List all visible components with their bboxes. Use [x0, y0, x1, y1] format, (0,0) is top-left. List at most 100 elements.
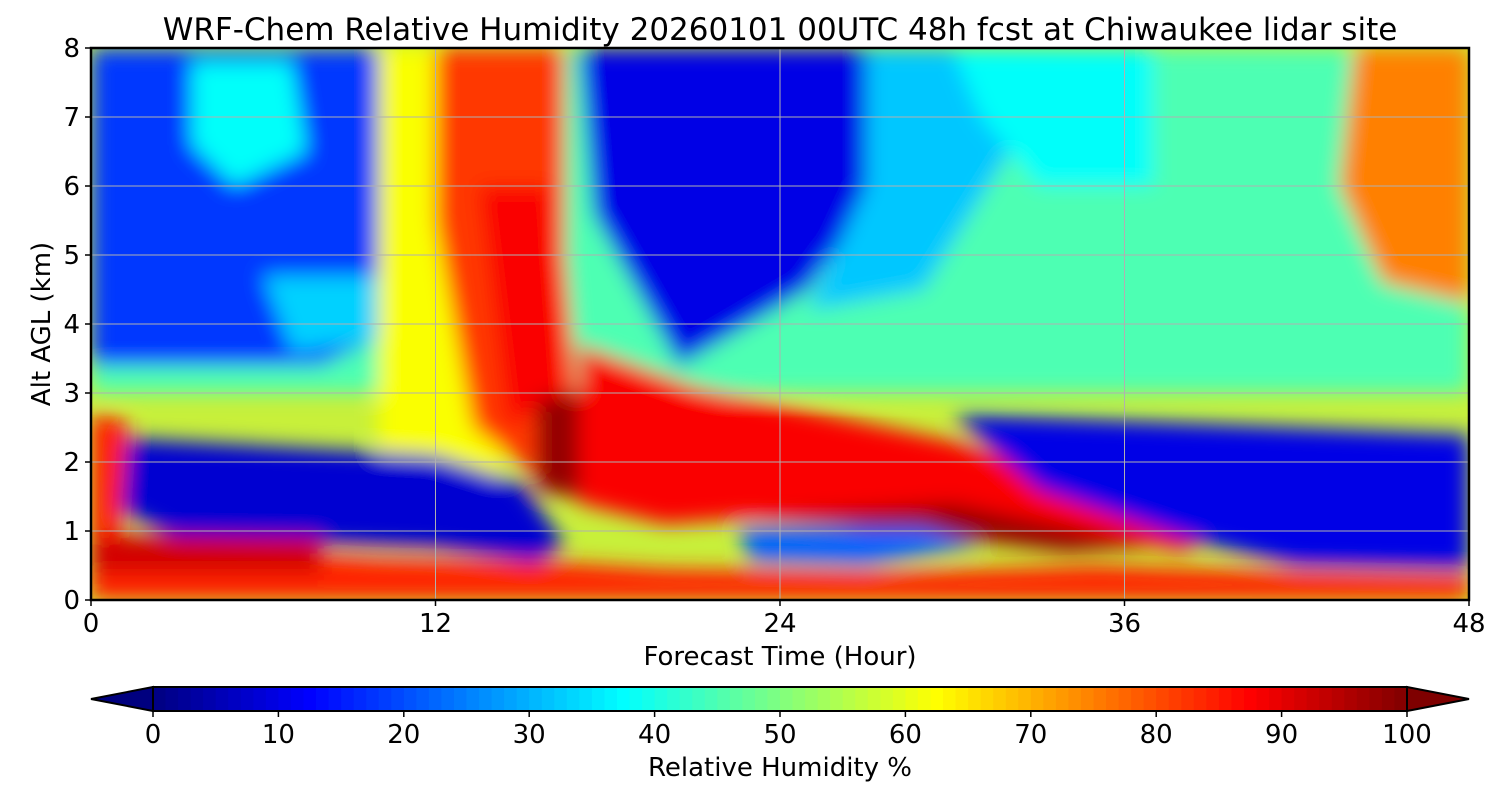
colorbar-segment	[353, 687, 367, 711]
colorbar-segment	[1369, 687, 1383, 711]
colorbar-segment	[917, 687, 932, 711]
colorbar-segment	[1018, 687, 1032, 711]
x-tick-label: 48	[1452, 609, 1485, 639]
colorbar-segment	[153, 687, 167, 711]
colorbar-gradient	[153, 687, 1408, 711]
x-tick-label: 36	[1108, 609, 1141, 639]
colorbar-segment	[591, 687, 606, 711]
colorbar-segment	[905, 687, 919, 711]
colorbar-segment	[328, 687, 342, 711]
colorbar-segment	[692, 687, 706, 711]
colorbar-segment	[667, 687, 681, 711]
colorbar-segment	[717, 687, 731, 711]
field-band-red-fringe	[579, 344, 1211, 552]
colorbar-segment	[579, 687, 593, 711]
colorbar-segment	[830, 687, 844, 711]
colorbar-segment	[604, 687, 618, 711]
colorbar-segment	[817, 687, 831, 711]
colorbar-segment	[642, 687, 656, 711]
colorbar-segment	[1381, 687, 1396, 711]
colorbar-segment	[1243, 687, 1258, 711]
colorbar-segment	[215, 687, 229, 711]
colorbar-segment	[228, 687, 242, 711]
colorbar-segment	[1193, 687, 1207, 711]
colorbar-segment	[805, 687, 819, 711]
colorbar-segment	[1269, 687, 1283, 711]
colorbar-segment	[679, 687, 693, 711]
colorbar-segment	[1344, 687, 1358, 711]
colorbar-segment	[403, 687, 417, 711]
colorbar-segment	[880, 687, 894, 711]
colorbar-segment	[616, 687, 631, 711]
colorbar-segment	[416, 687, 430, 711]
colorbar-segment	[1319, 687, 1333, 711]
field-cyan-edge-wedge	[808, 48, 1010, 311]
chart-title: WRF-Chem Relative Humidity 20260101 00UT…	[163, 12, 1398, 48]
colorbar-segment	[1106, 687, 1120, 711]
colorbar-segment	[1356, 687, 1370, 711]
colorbar-segment	[1231, 687, 1245, 711]
colorbar-segment	[303, 687, 317, 711]
colorbar-segment	[1394, 687, 1408, 711]
x-tick-label: 24	[763, 609, 796, 639]
colorbar-segment	[203, 687, 217, 711]
colorbar-segment	[1068, 687, 1082, 711]
colorbar-segment	[780, 687, 794, 711]
colorbar-segment	[428, 687, 443, 711]
y-axis-label: Alt AGL (km)	[27, 242, 57, 406]
colorbar-segment	[792, 687, 806, 711]
colorbar-segment	[165, 687, 179, 711]
colorbar-tick-label: 30	[513, 720, 546, 750]
x-tick-label: 0	[83, 609, 100, 639]
field-left-edge-moist	[91, 413, 129, 538]
colorbar-extend-low	[90, 685, 154, 713]
colorbar-segment	[1030, 687, 1044, 711]
field-tongue-core	[478, 186, 565, 428]
colorbar-segment	[479, 687, 493, 711]
colorbar-tick-label: 20	[387, 720, 420, 750]
y-tick-label: 5	[63, 241, 80, 271]
colorbar-segment	[704, 687, 718, 711]
colorbar-segment	[955, 687, 969, 711]
colorbar-segment	[654, 687, 668, 711]
field-pocket-dry	[736, 527, 981, 566]
colorbar-segment	[930, 687, 944, 711]
colorbar-extend-high	[1406, 685, 1470, 713]
y-tick-label: 6	[63, 172, 80, 202]
colorbar-segment	[1143, 687, 1157, 711]
x-tick-label: 12	[419, 609, 452, 639]
colorbar-segment	[178, 687, 192, 711]
colorbar-segment	[366, 687, 380, 711]
field-dry-layer-right	[952, 413, 1469, 569]
colorbar-segment	[1118, 687, 1132, 711]
colorbar-tick-label: 0	[145, 720, 162, 750]
colorbar-ticks: 0 10 20 30 40 50 60 70 80 90 100	[145, 711, 1432, 750]
colorbar-segment	[1206, 687, 1220, 711]
colorbar-segment	[265, 687, 279, 711]
colorbar-segment	[541, 687, 555, 711]
grid-lines	[91, 48, 1469, 600]
colorbar-segment	[1168, 687, 1182, 711]
colorbar-segment	[1055, 687, 1070, 711]
colorbar-segment	[754, 687, 769, 711]
colorbar-tick-label: 90	[1265, 720, 1298, 750]
colorbar-segment	[529, 687, 543, 711]
colorbar-tick-label: 80	[1140, 720, 1173, 750]
colorbar-tick-label: 10	[262, 720, 295, 750]
y-tick-label: 0	[63, 586, 80, 616]
field-upper-left-cyan-patch	[191, 61, 307, 186]
colorbar-tick-label: 60	[889, 720, 922, 750]
colorbar-segment	[1043, 687, 1057, 711]
field-dry-wedge-aloft	[579, 48, 895, 366]
colorbar-segment	[240, 687, 254, 711]
colorbar-segment	[516, 687, 530, 711]
colorbar-segment	[892, 687, 906, 711]
colorbar-segment	[1306, 687, 1320, 711]
colorbar-segment	[253, 687, 267, 711]
colorbar-segment	[729, 687, 743, 711]
y-tick-label: 8	[63, 34, 80, 64]
colorbar-segment	[943, 687, 957, 711]
colorbar-segment	[1131, 687, 1145, 711]
colorbar-segment	[453, 687, 468, 711]
colorbar-segment	[767, 687, 781, 711]
